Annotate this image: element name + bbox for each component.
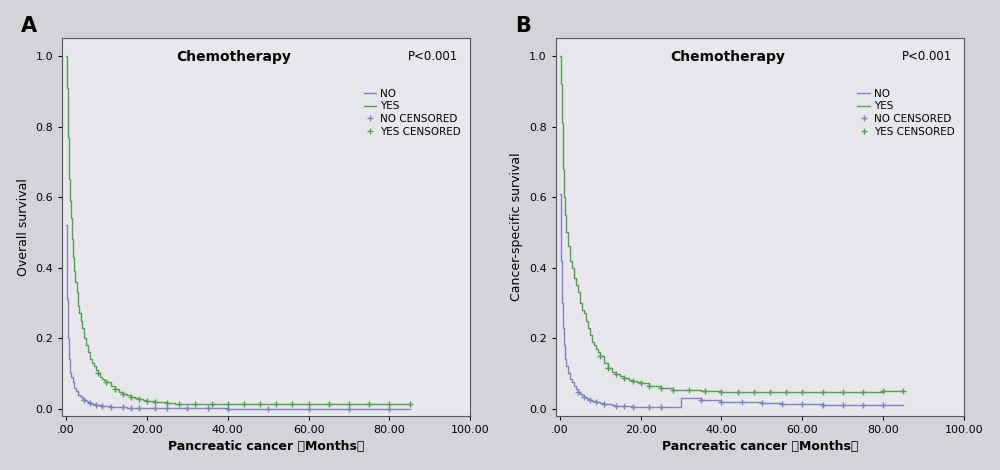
Text: Chemotherapy: Chemotherapy	[176, 50, 291, 64]
Text: B: B	[515, 16, 531, 36]
Text: P<0.001: P<0.001	[902, 50, 952, 63]
Y-axis label: Overall survival: Overall survival	[17, 178, 30, 276]
Text: A: A	[21, 16, 37, 36]
X-axis label: Pancreatic cancer （Months）: Pancreatic cancer （Months）	[168, 440, 364, 454]
X-axis label: Pancreatic cancer （Months）: Pancreatic cancer （Months）	[662, 440, 858, 454]
Legend: NO, YES, NO CENSORED, YES CENSORED: NO, YES, NO CENSORED, YES CENSORED	[857, 89, 955, 137]
Text: P<0.001: P<0.001	[408, 50, 458, 63]
Y-axis label: Cancer-specific survival: Cancer-specific survival	[510, 153, 523, 301]
Text: Chemotherapy: Chemotherapy	[670, 50, 785, 64]
Legend: NO, YES, NO CENSORED, YES CENSORED: NO, YES, NO CENSORED, YES CENSORED	[364, 89, 461, 137]
